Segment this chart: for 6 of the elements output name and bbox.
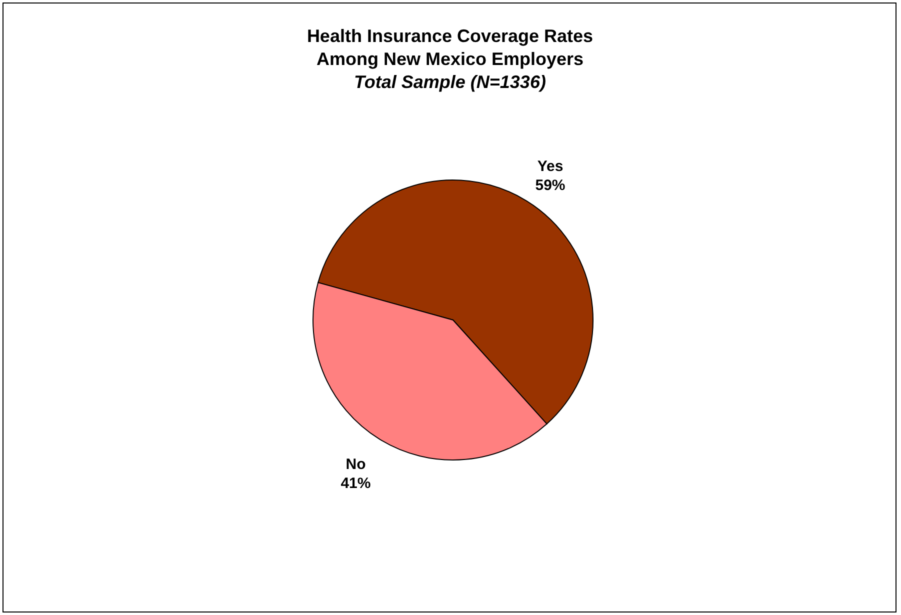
slice-label: No bbox=[346, 456, 366, 473]
data-label: 41% bbox=[340, 474, 371, 492]
chart-title: Health Insurance Coverage Rates Among New Mexico Employers bbox=[306, 26, 594, 69]
data-label: 59% bbox=[535, 177, 566, 194]
slice-label: Yes bbox=[537, 158, 564, 176]
chart-subtitle: Total Sample (N=1336) bbox=[354, 72, 546, 92]
